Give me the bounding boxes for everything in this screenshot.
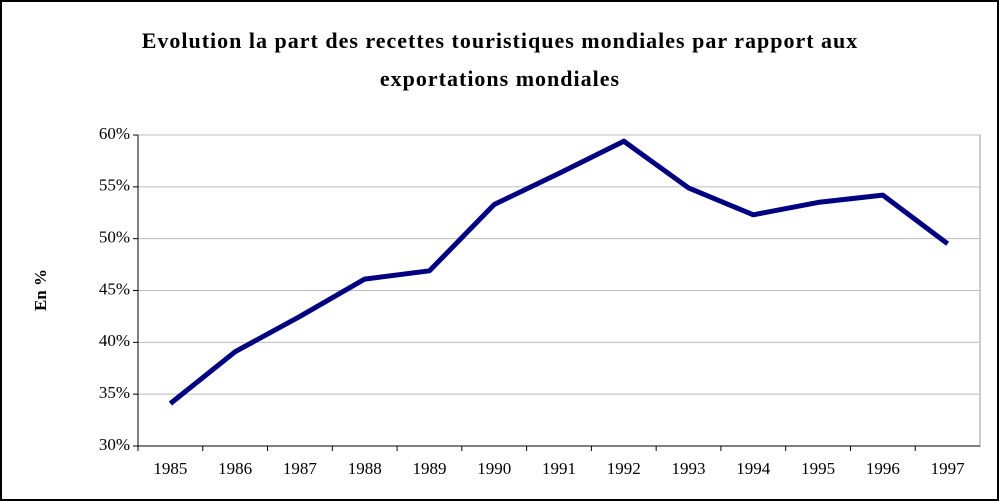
- x-tick-label: 1997: [931, 459, 966, 478]
- x-tick-label: 1996: [866, 459, 900, 478]
- chart-title: Evolution la part des recettes touristiq…: [141, 28, 859, 91]
- y-tick-label: 35%: [99, 383, 130, 402]
- y-tick-label: 60%: [99, 124, 130, 143]
- x-tick-label: 1985: [153, 459, 187, 478]
- y-tick-label: 40%: [99, 331, 130, 350]
- data-line: [168, 138, 950, 406]
- x-tick-label: 1991: [542, 459, 576, 478]
- x-tick-label: 1986: [218, 459, 252, 478]
- x-tick-label: 1987: [283, 459, 318, 478]
- x-tick-label: 1994: [736, 459, 771, 478]
- x-tick-label: 1993: [672, 459, 706, 478]
- y-tick-label: 30%: [99, 435, 130, 454]
- y-axis-label: En %: [31, 269, 50, 311]
- y-tick-label: 55%: [99, 176, 130, 195]
- x-tick-label: 1992: [607, 459, 641, 478]
- x-tick-label: 1989: [412, 459, 446, 478]
- y-tick-label: 45%: [99, 279, 130, 298]
- x-tick-label: 1995: [801, 459, 835, 478]
- y-tick-label: 50%: [99, 228, 130, 247]
- x-tick-label: 1990: [477, 459, 511, 478]
- x-tick-label: 1988: [348, 459, 382, 478]
